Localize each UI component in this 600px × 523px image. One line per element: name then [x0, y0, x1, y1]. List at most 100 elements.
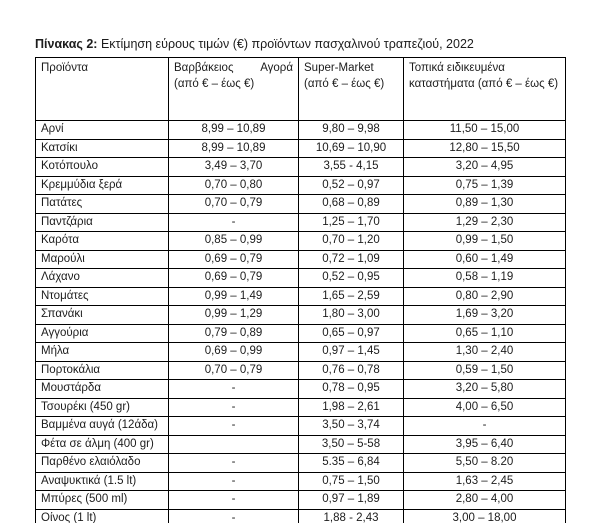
- header-supermarket-range: (από € – έως €): [304, 77, 385, 90]
- header-varvakios-range: (από € – έως €): [174, 77, 255, 90]
- supermarket-price-cell: 0,75 – 1,50: [298, 471, 404, 491]
- product-cell: Αρνί: [35, 120, 169, 140]
- product-cell: Πατάτες: [35, 194, 169, 214]
- table-row: Πορτοκάλια 0,70 – 0,79 0,76 – 0,78 0,59 – 1…: [35, 360, 566, 380]
- local-price-cell: 12,80 – 15,50: [403, 138, 566, 158]
- varvakios-price-cell: [168, 434, 299, 454]
- table-row: Παντζάρια -1,25 – 1,70 1,29 – 2,30: [35, 212, 566, 232]
- product-cell: Λάχανο: [35, 268, 169, 288]
- table-row: Μαρούλι 0,69 – 0,79 0,72 – 1,09 0,60 – 1,49: [35, 249, 566, 269]
- product-cell: Μπύρες (500 ml): [35, 490, 169, 510]
- supermarket-price-cell: 5.35 – 6,84: [298, 453, 404, 473]
- product-cell: Σπανάκι: [35, 305, 169, 325]
- local-price-cell: -: [403, 416, 566, 436]
- varvakios-price-cell: 3,49 – 3,70: [168, 157, 299, 177]
- local-price-cell: 4,00 – 6,50: [403, 397, 566, 417]
- supermarket-price-cell: 9,80 – 9,98: [298, 120, 404, 140]
- product-cell: Πορτοκάλια: [35, 360, 169, 380]
- local-price-cell: 3,20 – 5,80: [403, 379, 566, 399]
- local-price-cell: 3,95 – 6,40: [403, 434, 566, 454]
- local-price-cell: 0,59 – 1,50: [403, 360, 566, 380]
- header-local: Τοπικά ειδικευμένα καταστήματα (από € – …: [403, 57, 566, 121]
- header-varvakios-name: Βαρβάκειος Αγορά: [174, 61, 293, 77]
- varvakios-price-cell: 0,99 – 1,29: [168, 305, 299, 325]
- table-row: Κρεμμύδια ξερά 0,70 – 0,80 0,52 – 0,97 0,75…: [35, 175, 566, 195]
- local-price-cell: 5,50 – 8.20: [403, 453, 566, 473]
- local-price-cell: 0,58 – 1,19: [403, 268, 566, 288]
- table-row: Αγγούρια 0,79 – 0,89 0,65 – 0,97 0,65 – 1,1…: [35, 323, 566, 343]
- product-cell: Οίνος (1 lt): [35, 508, 169, 523]
- local-price-cell: 1,30 – 2,40: [403, 342, 566, 362]
- product-cell: Τσουρέκι (450 gr): [35, 397, 169, 417]
- varvakios-price-cell: 0,69 – 0,79: [168, 249, 299, 269]
- varvakios-price-cell: -: [168, 508, 299, 523]
- product-cell: Μαρούλι: [35, 249, 169, 269]
- varvakios-price-cell: 0,85 – 0,99: [168, 231, 299, 251]
- product-cell: Κοτόπουλο: [35, 157, 169, 177]
- supermarket-price-cell: 0,52 – 0,95: [298, 268, 404, 288]
- product-cell: Αγγούρια: [35, 323, 169, 343]
- table-row: Μπύρες (500 ml) -0,97 – 1,89 2,80 – 4,00: [35, 490, 566, 510]
- header-row: Προϊόντα Βαρβάκειος Αγορά (από € – έως €)…: [35, 57, 566, 121]
- table-row: Βαμμένα αυγά (12άδα) -3,50 – 3,74-: [35, 416, 566, 436]
- header-varvakios-name-right: Αγορά: [260, 62, 293, 74]
- local-price-cell: 0,75 – 1,39: [403, 175, 566, 195]
- varvakios-price-cell: 0,79 – 0,89: [168, 323, 299, 343]
- varvakios-price-cell: 0,70 – 0,79: [168, 194, 299, 214]
- table-caption: Πίνακας 2: Εκτίμηση εύρους τιμών (€) προ…: [35, 36, 474, 52]
- supermarket-price-cell: 3,55 - 4,15: [298, 157, 404, 177]
- table-caption-text: Εκτίμηση εύρους τιμών (€) προϊόντων πασχ…: [100, 37, 474, 51]
- table-row: Οίνος (1 lt) -1,88 - 2,43 3,00 – 18,00: [35, 508, 566, 523]
- supermarket-price-cell: 1,65 – 2,59: [298, 286, 404, 306]
- table-row: Μήλα 0,69 – 0,99 0,97 – 1,45 1,30 – 2,40: [35, 342, 566, 362]
- supermarket-price-cell: 1,98 – 2,61: [298, 397, 404, 417]
- supermarket-price-cell: 0,97 – 1,45: [298, 342, 404, 362]
- varvakios-price-cell: 8,99 – 10,89: [168, 138, 299, 158]
- local-price-cell: 1,69 – 3,20: [403, 305, 566, 325]
- varvakios-price-cell: -: [168, 212, 299, 232]
- table-row: Λάχανο 0,69 – 0,79 0,52 – 0,95 0,58 – 1,19: [35, 268, 566, 288]
- header-varvakios-name-left: Βαρβάκειος: [174, 62, 234, 74]
- table-row: Αναψυκτικά (1.5 lt) -0,75 – 1,50 1,63 – 2,…: [35, 471, 566, 491]
- product-cell: Αναψυκτικά (1.5 lt): [35, 471, 169, 491]
- local-price-cell: 3,20 – 4,95: [403, 157, 566, 177]
- varvakios-price-cell: -: [168, 453, 299, 473]
- supermarket-price-cell: 0,52 – 0,97: [298, 175, 404, 195]
- product-cell: Παρθένο ελαιόλαδο: [35, 453, 169, 473]
- table-row: Τσουρέκι (450 gr) -1,98 – 2,61 4,00 – 6,50: [35, 397, 566, 417]
- local-price-cell: 2,80 – 4,00: [403, 490, 566, 510]
- table-row: Μουστάρδα -0,78 – 0,95 3,20 – 5,80: [35, 379, 566, 399]
- product-cell: Φέτα σε άλμη (400 gr): [35, 434, 169, 454]
- varvakios-price-cell: 0,70 – 0,80: [168, 175, 299, 195]
- table-header: Προϊόντα Βαρβάκειος Αγορά (από € – έως €)…: [35, 57, 566, 121]
- local-price-cell: 0,60 – 1,49: [403, 249, 566, 269]
- local-price-cell: 0,80 – 2,90: [403, 286, 566, 306]
- varvakios-price-cell: 8,99 – 10,89: [168, 120, 299, 140]
- table-caption-label: Πίνακας 2:: [35, 37, 98, 51]
- product-cell: Ντομάτες: [35, 286, 169, 306]
- product-cell: Κατσίκι: [35, 138, 169, 158]
- local-price-cell: 1,63 – 2,45: [403, 471, 566, 491]
- local-price-cell: 0,89 – 1,30: [403, 194, 566, 214]
- header-varvakios: Βαρβάκειος Αγορά (από € – έως €): [168, 57, 299, 121]
- product-cell: Μήλα: [35, 342, 169, 362]
- local-price-cell: 11,50 – 15,00: [403, 120, 566, 140]
- table-row: Κοτόπουλο 3,49 – 3,70 3,55 - 4,15 3,20 – 4,…: [35, 157, 566, 177]
- header-supermarket-name: Super-Market: [304, 62, 374, 74]
- supermarket-price-cell: 0,78 – 0,95: [298, 379, 404, 399]
- product-cell: Μουστάρδα: [35, 379, 169, 399]
- varvakios-price-cell: 0,99 – 1,49: [168, 286, 299, 306]
- varvakios-price-cell: -: [168, 397, 299, 417]
- local-price-cell: 3,00 – 18,00: [403, 508, 566, 523]
- table-row: Παρθένο ελαιόλαδο -5.35 – 6,84 5,50 – 8.20: [35, 453, 566, 473]
- supermarket-price-cell: 0,70 – 1,20: [298, 231, 404, 251]
- supermarket-price-cell: 0,97 – 1,89: [298, 490, 404, 510]
- table-row: Σπανάκι 0,99 – 1,29 1,80 – 3,00 1,69 – 3,20: [35, 305, 566, 325]
- local-price-cell: 1,29 – 2,30: [403, 212, 566, 232]
- supermarket-price-cell: 0,76 – 0,78: [298, 360, 404, 380]
- varvakios-price-cell: -: [168, 471, 299, 491]
- table-row: Αρνί 8,99 – 10,89 9,80 – 9,98 11,50 – 15,00: [35, 120, 566, 140]
- supermarket-price-cell: 0,68 – 0,89: [298, 194, 404, 214]
- supermarket-price-cell: 0,65 – 0,97: [298, 323, 404, 343]
- product-cell: Βαμμένα αυγά (12άδα): [35, 416, 169, 436]
